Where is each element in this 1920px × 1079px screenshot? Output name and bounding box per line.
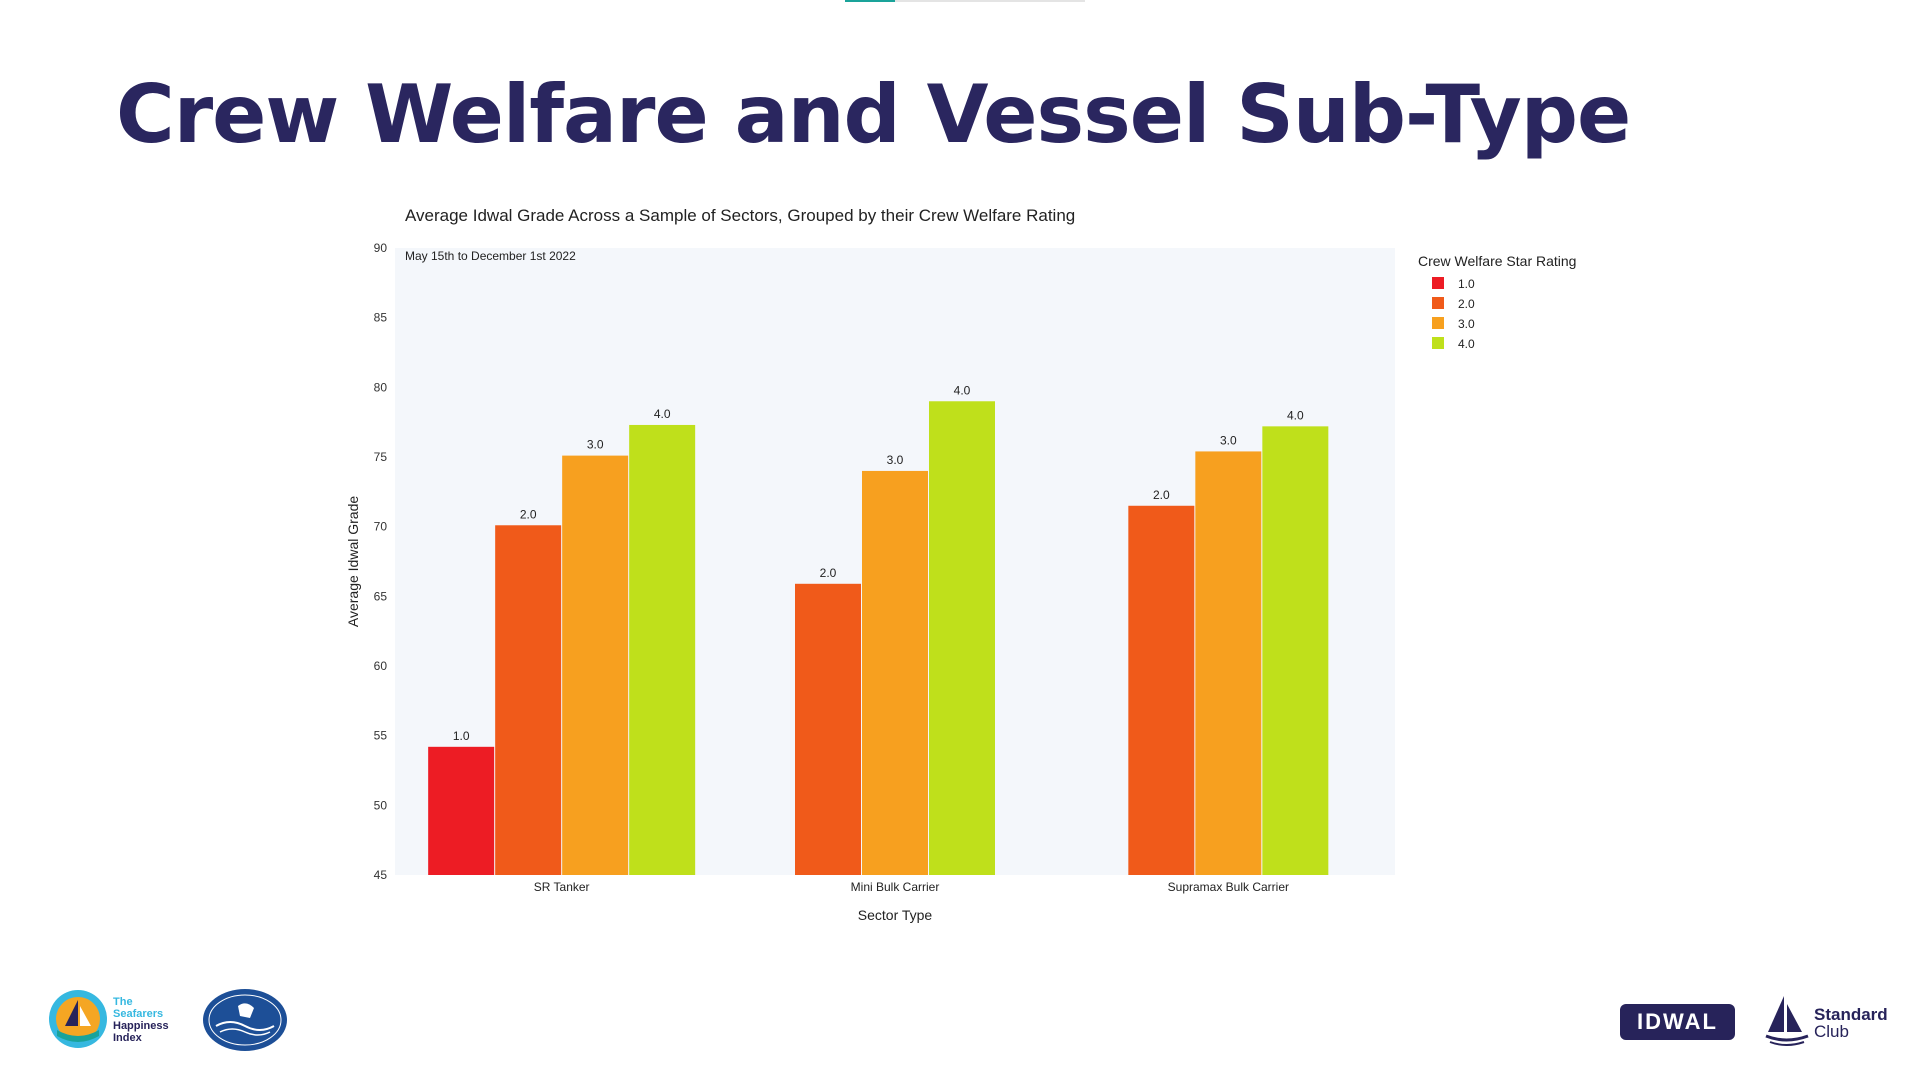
bar: [562, 455, 629, 875]
y-tick-label: 70: [374, 520, 388, 534]
bar-data-label: 4.0: [654, 407, 671, 421]
standard-word: Standard: [1814, 1005, 1888, 1024]
y-tick-label: 90: [374, 241, 388, 255]
club-word: Club: [1814, 1022, 1849, 1041]
shi-text: The Seafarers Happiness Index: [113, 996, 169, 1044]
legend: Crew Welfare Star Rating 1.0 2.0 3.0 4.0: [1418, 253, 1576, 351]
bar-data-label: 2.0: [1153, 488, 1170, 502]
shi-line-1: The: [113, 996, 133, 1008]
chart-title: Average Idwal Grade Across a Sample of S…: [405, 206, 1075, 225]
top-tab-indicator: [845, 0, 1085, 2]
seafarers-happiness-index-logo: The Seafarers Happiness Index: [47, 986, 177, 1052]
bar: [1195, 451, 1262, 875]
idwal-logo: IDWAL: [1620, 1004, 1735, 1040]
tab-accent: [845, 0, 895, 2]
y-tick-label: 80: [374, 380, 388, 394]
x-axis-label: Sector Type: [858, 907, 933, 923]
bar: [495, 525, 562, 875]
legend-item-label: 3.0: [1458, 317, 1475, 331]
bar-data-label: 2.0: [820, 566, 837, 580]
x-tick-label: SR Tanker: [534, 880, 590, 894]
bar: [1262, 426, 1329, 875]
y-tick-label: 60: [374, 659, 388, 673]
shi-emblem-icon: [49, 990, 107, 1048]
bar-data-label: 2.0: [520, 507, 537, 521]
bar: [929, 401, 995, 875]
standard-club-text: Standard Club: [1814, 1006, 1888, 1040]
y-axis-label: Average Idwal Grade: [345, 496, 361, 627]
bar-data-label: 4.0: [1287, 408, 1304, 422]
legend-swatch: [1432, 317, 1444, 329]
legend-swatch: [1432, 337, 1444, 349]
sailboat-icon: [1765, 996, 1809, 1046]
standard-club-logo: Standard Club: [1762, 994, 1890, 1046]
y-tick-label: 85: [374, 311, 388, 325]
y-tick-label: 55: [374, 729, 388, 743]
bar-data-label: 4.0: [954, 383, 971, 397]
bar-data-label: 3.0: [587, 438, 604, 452]
shi-line-2: Seafarers: [113, 1008, 164, 1020]
chart-subtitle: May 15th to December 1st 2022: [405, 249, 576, 263]
y-tick-label: 45: [374, 868, 388, 882]
shi-line-4: Index: [113, 1032, 142, 1044]
bar: [1128, 505, 1195, 875]
page-title: Crew Welfare and Vessel Sub-Type: [116, 68, 1631, 161]
bar-data-label: 1.0: [453, 729, 470, 743]
bar: [428, 746, 495, 875]
idwal-wordmark: IDWAL: [1620, 1004, 1735, 1040]
x-tick-label: Mini Bulk Carrier: [851, 880, 940, 894]
shi-line-3: Happiness: [113, 1020, 169, 1032]
bar-data-label: 3.0: [887, 453, 904, 467]
legend-title: Crew Welfare Star Rating: [1418, 253, 1576, 269]
bar: [629, 424, 696, 875]
x-tick-label: Supramax Bulk Carrier: [1168, 880, 1289, 894]
legend-item-label: 1.0: [1458, 277, 1475, 291]
bar: [862, 470, 928, 875]
y-tick-label: 75: [374, 450, 388, 464]
legend-swatch: [1432, 297, 1444, 309]
y-tick-label: 65: [374, 589, 388, 603]
bar-chart: 45 50 55 60 65 70 75 80 85 90 1.0 2.0 3.0 4.0 2.0 3.0 4…: [345, 206, 1576, 923]
y-tick-label: 50: [374, 798, 388, 812]
legend-swatch: [1432, 277, 1444, 289]
mission-to-seafarers-logo: [202, 988, 288, 1052]
legend-item-label: 2.0: [1458, 297, 1475, 311]
bar: [795, 583, 861, 875]
legend-item-label: 4.0: [1458, 337, 1475, 351]
bar-data-label: 3.0: [1220, 433, 1237, 447]
